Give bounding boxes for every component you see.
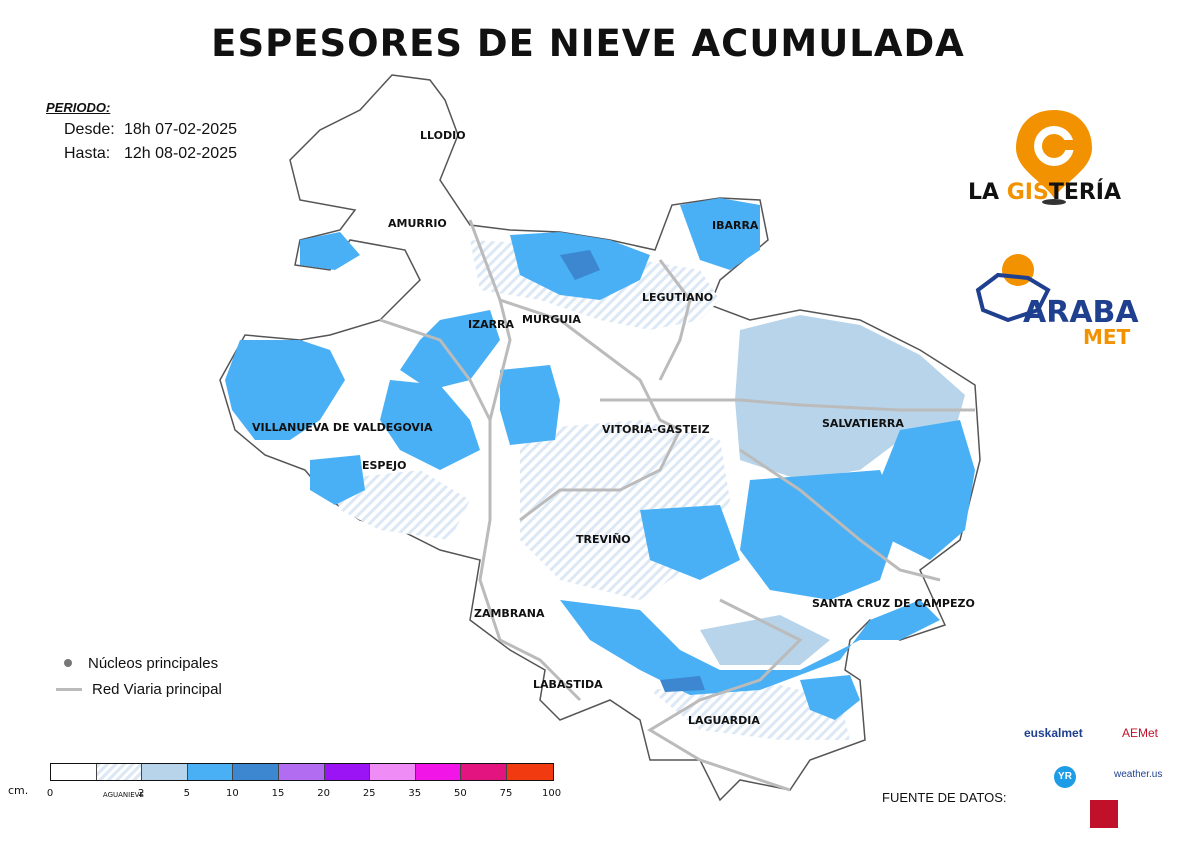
town-amurrio: AMURRIO <box>388 217 447 230</box>
town-trevino: TREVIÑO <box>576 533 631 546</box>
period-label: PERIODO: <box>46 100 111 115</box>
town-ibarra: IBARRA <box>712 219 759 232</box>
scale-tick-label: 25 <box>362 788 376 799</box>
scale-cell <box>278 764 325 780</box>
map-legend: Núcleos principales Red Viaria principal <box>56 650 222 702</box>
from-value: 18h 07-02-2025 <box>124 121 237 138</box>
to-label: Hasta: <box>64 145 111 162</box>
scale-cell <box>51 764 97 780</box>
legend-nucleos: Núcleos principales <box>88 654 219 672</box>
aemet-logo: AEMet <box>1122 726 1159 740</box>
scale-cell <box>506 764 553 780</box>
from-label: Desde: <box>64 121 115 138</box>
town-legutiano: LEGUTIANO <box>642 291 713 304</box>
road-line-icon <box>56 687 82 691</box>
euskalmet-logo: euskalmet <box>1024 726 1083 740</box>
town-vitoria: VITORIA-GASTEIZ <box>602 423 710 436</box>
scale-cell <box>370 764 416 780</box>
la-gisteria-logo <box>1016 110 1092 205</box>
scale-cell <box>415 764 462 780</box>
scale-tick-label: 50 <box>454 788 467 799</box>
scale-cell <box>461 764 507 780</box>
scale-unit: cm. <box>8 784 29 797</box>
nucleo-dot-icon <box>64 659 72 667</box>
arabamet-logo: ARABA MET <box>975 254 1139 349</box>
scale-tick-label: 2 <box>138 788 145 799</box>
scale-tick-label: 5 <box>183 788 190 799</box>
legend-red-viaria: Red Viaria principal <box>92 680 222 698</box>
la-gisteria-text: LA GISTERÍA <box>968 180 1121 205</box>
town-salvatierra: SALVATIERRA <box>822 417 904 430</box>
scale-tick-label: AGUANIEVE <box>102 791 144 799</box>
snow-zone-light-east <box>735 315 965 480</box>
scale-tick-label: 20 <box>317 788 330 799</box>
scale-tick-label: 10 <box>226 788 239 799</box>
road-network <box>379 219 975 792</box>
town-laguardia: LAGUARDIA <box>688 714 760 727</box>
scale-cell <box>96 764 143 780</box>
town-zambrana: ZAMBRANA <box>474 607 545 620</box>
uv-logo <box>1090 800 1118 828</box>
town-labastida: LABASTIDA <box>533 678 603 691</box>
town-santa-cruz: SANTA CRUZ DE CAMPEZO <box>812 597 975 610</box>
to-value: 12h 08-02-2025 <box>124 145 237 162</box>
period-box: PERIODO: Desde: 18h 07-02-2025 Hasta: 12h … <box>46 100 237 163</box>
araba-logo-text: ARABA <box>1023 295 1139 330</box>
scale-tick-label: 35 <box>408 788 422 799</box>
snow-zone-light-south <box>700 615 830 665</box>
town-murguia: MURGUIA <box>522 313 581 326</box>
scale-tick-label: 75 <box>499 788 513 799</box>
town-labels: LLODIO AMURRIO IBARRA LEGUTIANO IZARRA M… <box>252 129 975 727</box>
scale-cell <box>187 764 234 780</box>
snow-zones-5-10 <box>560 250 705 692</box>
scale-tick-label: 15 <box>271 788 285 799</box>
color-scale <box>50 763 554 781</box>
scale-cell <box>324 764 371 780</box>
snow-zones-2-5 <box>225 198 975 720</box>
sources-label: FUENTE DE DATOS: <box>882 790 1007 805</box>
town-espejo: ESPEJO <box>362 459 406 472</box>
yr-logo: YR <box>1054 766 1076 788</box>
weatherus-logo: weather.us <box>1114 769 1163 780</box>
scale-cell <box>233 764 279 780</box>
town-izarra: IZARRA <box>468 318 515 331</box>
met-logo-text: MET <box>1083 325 1131 349</box>
scale-cell <box>142 764 188 780</box>
town-villanueva: VILLANUEVA DE VALDEGOVIA <box>252 421 433 434</box>
scale-tick-label: 100 <box>542 788 562 799</box>
map-title: ESPESORES DE NIEVE ACUMULADA <box>211 22 965 65</box>
town-llodio: LLODIO <box>420 129 466 142</box>
scale-tick-label: 0 <box>46 788 54 799</box>
